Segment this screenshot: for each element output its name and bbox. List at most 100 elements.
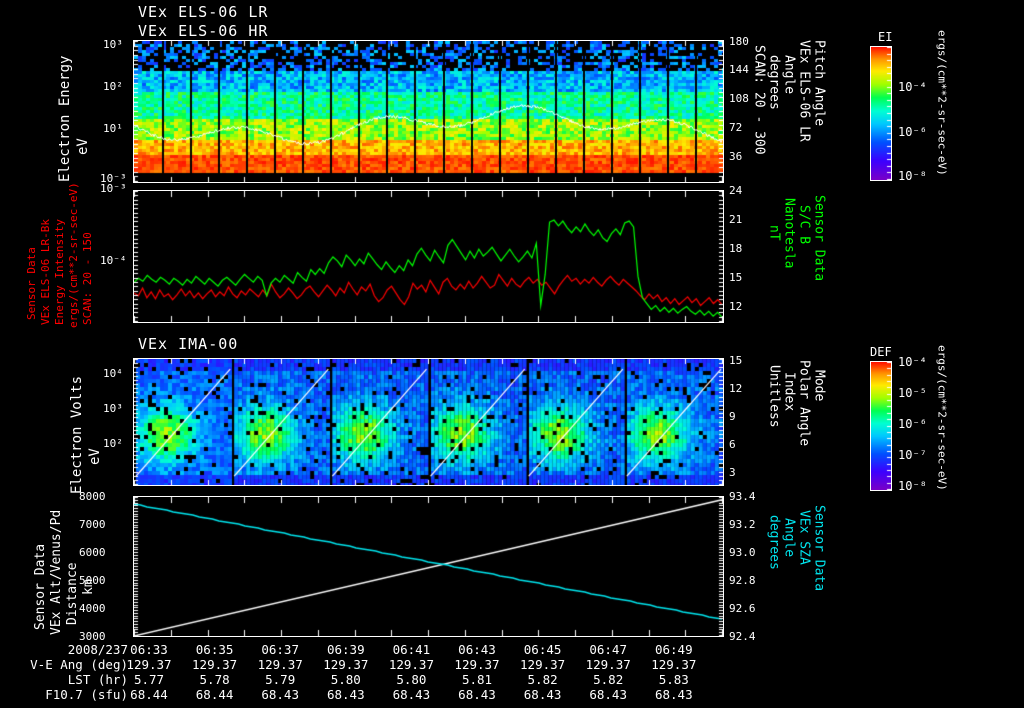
time-table-cell: 129.37 xyxy=(454,657,500,672)
time-table-cell: 129.37 xyxy=(192,657,238,672)
panel2-timeseries[interactable] xyxy=(134,191,723,322)
panel4-y2-label-sensor-data: Sensor Data xyxy=(811,505,827,592)
panel4-ytick-7000: 7000 xyxy=(79,518,106,531)
panel2-y2-label-sc-b: S/C B xyxy=(796,205,812,245)
time-table-row-label: LST (hr) xyxy=(67,672,128,687)
time-table-cell: 68.43 xyxy=(458,687,496,702)
time-table-cell: 5.83 xyxy=(658,672,689,687)
panel3-y2-label-mode: Mode xyxy=(811,370,827,402)
panel1-colorbar-canvas xyxy=(871,47,891,180)
time-table-cell: 06:49 xyxy=(654,642,693,657)
panel3-plot-frame[interactable] xyxy=(133,358,724,486)
panel4-timeseries[interactable] xyxy=(134,497,723,636)
panel4-y2-label-angle: Angle xyxy=(781,518,797,558)
panel3-colorbar-gradient[interactable] xyxy=(870,361,892,491)
panel3-title: VEx IMA-00 xyxy=(138,335,239,353)
panel4-y2-label-degrees: degrees xyxy=(766,515,782,570)
time-table-cell: 129.37 xyxy=(585,657,631,672)
panel3-colorbar-tick-3: 10⁻⁶ xyxy=(898,417,927,431)
panel4-y2-label-vex-sza: VEx SZA xyxy=(796,510,812,565)
panel4-plot-frame[interactable] xyxy=(133,496,724,637)
time-table-cell: 68.44 xyxy=(195,687,234,702)
panel2-y-label-instrument: VEx ELS-06 LR-Bk xyxy=(39,219,52,325)
panel2-y2tick-12: 12 xyxy=(729,300,743,313)
panel2-y-label-sensor-data: Sensor Data xyxy=(25,247,38,320)
panel1-plot-frame[interactable] xyxy=(133,40,724,183)
panel4-ytick-4000: 4000 xyxy=(79,602,106,615)
panel3-ytick-1e2: 10² xyxy=(103,437,123,450)
panel4-y2tick-926: 92.6 xyxy=(729,602,756,615)
panel3-y2tick-12: 12 xyxy=(729,382,743,395)
panel2-plot-frame[interactable] xyxy=(133,190,724,323)
time-table-cell: 5.80 xyxy=(330,672,361,687)
time-table-cell: 129.37 xyxy=(257,657,303,672)
time-table-cell: 129.37 xyxy=(388,657,434,672)
panel3-colorbar-tick-5: 10⁻⁸ xyxy=(898,479,927,493)
panel1-colorbar-tick-3: 10⁻⁸ xyxy=(898,169,927,183)
panel1-ytick-min: 10⁻³ xyxy=(100,172,127,185)
panel1-y2-label-pitch-angle: Pitch Angle xyxy=(811,40,827,127)
panel1-y-axis-unit-ev: eV xyxy=(75,138,91,155)
panel3-y2-label-unitless: Unitless xyxy=(766,365,782,428)
time-table-cell: 06:39 xyxy=(326,642,365,657)
panel3-colorbar-canvas xyxy=(871,362,891,490)
panel1-ytick-10: 10¹ xyxy=(103,122,123,135)
time-table-row-label: V-E Ang (deg) xyxy=(30,657,128,672)
panel2-y2tick-24: 24 xyxy=(729,184,743,197)
panel4-y2tick-924: 92.4 xyxy=(729,630,756,643)
panel4-ytick-6000: 6000 xyxy=(79,546,106,559)
time-table-cell: 129.37 xyxy=(651,657,697,672)
panel1-y2-label-scan: SCAN: 20 - 300 xyxy=(751,45,767,155)
panel1-ytick-100: 10² xyxy=(103,80,123,93)
time-table-cell: 129.37 xyxy=(126,657,172,672)
panel2-ytick-1e-3: 10⁻³ xyxy=(100,182,127,195)
panel1-y2-label-degrees: degrees xyxy=(766,55,782,110)
time-table-cell: 68.44 xyxy=(130,687,168,702)
time-table-cell: 5.78 xyxy=(199,672,230,687)
time-table-row-label: F10.7 (sfu) xyxy=(45,687,128,702)
panel4-y2tick-930: 93.0 xyxy=(729,546,756,559)
panel3-spectrogram[interactable] xyxy=(134,359,723,485)
panel2-ytick-1e-4: 10⁻⁴ xyxy=(100,254,127,267)
time-table-cell: 68.43 xyxy=(261,687,299,702)
panel4-ytick-3000: 3000 xyxy=(79,630,106,643)
time-table-cell: 06:33 xyxy=(130,642,168,657)
panel3-ytick-1e3: 10³ xyxy=(103,402,123,415)
time-table-cell: 5.80 xyxy=(396,672,427,687)
time-table-cell: 06:45 xyxy=(523,642,562,657)
panel1-colorbar-unit: ergs/(cm**2-sr-sec-eV) xyxy=(935,30,949,176)
panel1-colorbar-gradient[interactable] xyxy=(870,46,892,181)
panel3-y2-label-polar-angle: Polar Angle xyxy=(796,360,812,447)
panel2-y2tick-15: 15 xyxy=(729,271,743,284)
panel3-colorbar-tick-2: 10⁻⁵ xyxy=(898,386,927,400)
panel2-y2tick-21: 21 xyxy=(729,213,743,226)
time-table-cell: 5.79 xyxy=(265,672,296,687)
panel4-y-label-sensor-data: Sensor Data xyxy=(33,543,48,630)
panel1-y2tick-72: 72 xyxy=(729,121,743,134)
panel4-y-label-distance: Distance xyxy=(65,562,80,625)
time-axis-table: 2008/237 V-E Ang (deg) LST (hr) F10.7 (sfu)… xyxy=(0,640,1024,708)
panel1-y2tick-36: 36 xyxy=(729,150,743,163)
panel3-y2tick-3: 3 xyxy=(729,466,736,479)
panel4-ytick-5000: 5000 xyxy=(79,574,106,587)
time-table-cell: 68.43 xyxy=(392,687,431,702)
panel2-y2-label-nanotesla: Nanotesla xyxy=(781,198,797,269)
panel1-y2-label-angle: Angle xyxy=(781,55,797,95)
panel3-y2tick-6: 6 xyxy=(729,438,736,451)
time-table-cell: 06:37 xyxy=(261,642,299,657)
time-table-cell: 5.82 xyxy=(527,672,558,687)
time-table-cell: 5.81 xyxy=(461,672,493,687)
panel3-colorbar-unit: ergs/(cm**2-sr-sec-eV) xyxy=(935,345,949,491)
panel1-spectrogram[interactable] xyxy=(134,41,723,182)
panel2-y-label-scan: SCAN: 20 - 150 xyxy=(81,232,94,325)
panel2-y-label-units: ergs/(cm**2-sr-sec-eV) xyxy=(67,182,80,328)
time-table-cell: 68.43 xyxy=(523,687,562,702)
panel4-y2tick-928: 92.8 xyxy=(729,574,756,587)
panel3-colorbar-tick-1: 10⁻⁴ xyxy=(898,355,927,369)
panel4-ytick-8000: 8000 xyxy=(79,490,106,503)
time-table-cell: 129.37 xyxy=(323,657,369,672)
panel1-y2tick-144: 144 xyxy=(729,63,749,76)
panel2-y2-label-sensor-data: Sensor Data xyxy=(811,195,827,282)
time-table-cell: 129.37 xyxy=(520,657,566,672)
time-table-cell: 06:43 xyxy=(458,642,496,657)
